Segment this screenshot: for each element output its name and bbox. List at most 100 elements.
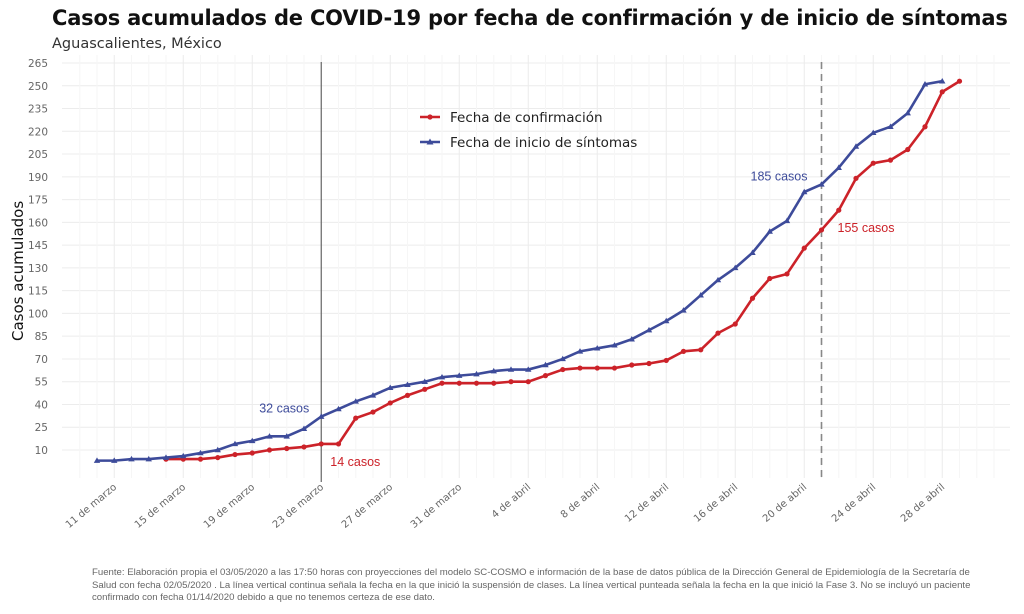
data-point <box>749 295 756 301</box>
data-point <box>697 292 704 298</box>
data-point <box>594 345 601 351</box>
data-point <box>870 160 876 166</box>
y-tick-label: 160 <box>28 217 48 229</box>
data-point <box>749 249 756 255</box>
data-point <box>266 447 273 453</box>
data-point <box>215 454 221 461</box>
source-footnote: Fuente: Elaboración propia el 03/05/2020… <box>92 567 971 603</box>
data-point <box>128 455 135 462</box>
data-point <box>421 378 428 384</box>
data-point <box>783 217 791 224</box>
grid-lines <box>62 55 1010 478</box>
legend-label: Fecha de confirmación <box>450 110 603 126</box>
legend: Fecha de confirmación Fecha de inicio de … <box>420 110 637 151</box>
data-point <box>335 441 342 447</box>
y-tick-label: 205 <box>28 149 48 161</box>
y-tick-label: 250 <box>28 81 48 93</box>
x-axis-ticks: 11 de marzo 15 de marzo 19 de marzo 23 de m… <box>64 482 947 531</box>
data-point <box>680 307 687 313</box>
y-tick-label: 70 <box>35 354 48 366</box>
data-point <box>732 321 738 327</box>
legend-item: Fecha de confirmación <box>420 110 603 126</box>
data-point <box>715 330 721 336</box>
data-point <box>422 386 428 392</box>
data-point <box>887 123 894 129</box>
data-point <box>249 450 255 456</box>
x-tick-label: 15 de marzo <box>133 482 188 531</box>
y-tick-label: 190 <box>28 172 48 184</box>
data-point <box>266 433 273 439</box>
series-confirmacion <box>163 78 963 462</box>
data-point <box>577 365 583 371</box>
x-tick-label: 4 de abril <box>490 482 533 521</box>
x-tick-label: 12 de abril <box>623 482 671 525</box>
x-tick-label: 27 de marzo <box>340 482 395 531</box>
data-point <box>300 425 308 431</box>
data-point <box>663 357 669 364</box>
data-point <box>576 348 584 354</box>
data-point <box>353 415 359 421</box>
data-point <box>939 78 946 84</box>
data-point <box>835 164 842 170</box>
x-tick-label: 11 de marzo <box>64 482 119 531</box>
data-point <box>162 454 170 460</box>
data-point <box>904 109 911 116</box>
data-point <box>93 457 101 463</box>
data-point <box>525 366 532 372</box>
y-tick-label: 85 <box>35 331 48 343</box>
y-tick-label: 235 <box>28 104 48 116</box>
data-point <box>611 365 618 371</box>
data-point <box>956 78 963 84</box>
data-point <box>301 444 307 450</box>
y-tick-label: 40 <box>35 399 48 411</box>
data-point <box>473 370 480 377</box>
series-inicio-sintomas <box>93 78 946 463</box>
data-point <box>335 405 342 412</box>
data-point <box>507 366 515 372</box>
data-point <box>473 380 480 386</box>
data-point <box>197 449 204 456</box>
annotation-label: 14 casos <box>330 455 380 469</box>
data-point <box>680 348 687 354</box>
y-tick-label: 175 <box>28 195 48 207</box>
x-tick-label: 20 de abril <box>761 482 809 525</box>
data-point <box>921 81 929 87</box>
data-point <box>232 451 238 458</box>
data-point <box>387 400 393 406</box>
y-tick-label: 220 <box>28 126 48 138</box>
data-point <box>491 380 497 386</box>
data-point <box>404 381 411 387</box>
data-point <box>939 89 945 95</box>
y-axis-ticks: 10 25 40 55 70 85 100 115 130 145 160 175 190 205 220 2… <box>28 58 48 457</box>
data-point <box>714 276 722 283</box>
data-point <box>145 455 152 462</box>
data-point <box>852 143 860 149</box>
data-point <box>818 181 825 187</box>
data-point <box>387 384 394 391</box>
x-tick-label: 19 de marzo <box>202 482 257 531</box>
data-point <box>456 380 462 386</box>
data-point <box>439 380 445 386</box>
x-tick-label: 28 de abril <box>899 482 947 525</box>
y-tick-label: 130 <box>28 263 48 275</box>
legend-marker <box>426 138 434 145</box>
data-point <box>508 379 514 385</box>
data-point <box>645 326 653 333</box>
x-tick-label: 31 de marzo <box>409 482 464 531</box>
annotations: 32 casos 14 casos 185 casos 155 casos <box>259 169 894 469</box>
legend-item: Fecha de inicio de síntomas <box>420 135 637 151</box>
data-point <box>370 409 376 415</box>
y-tick-label: 265 <box>28 58 48 70</box>
data-point <box>732 264 739 271</box>
data-point <box>766 228 773 234</box>
series-lines <box>93 78 963 463</box>
y-tick-label: 55 <box>35 377 48 389</box>
data-point <box>318 441 324 447</box>
data-point <box>111 457 118 463</box>
data-point <box>438 373 446 380</box>
data-point <box>887 157 894 163</box>
data-point <box>180 452 187 459</box>
data-point <box>801 245 807 251</box>
data-point <box>559 355 566 362</box>
